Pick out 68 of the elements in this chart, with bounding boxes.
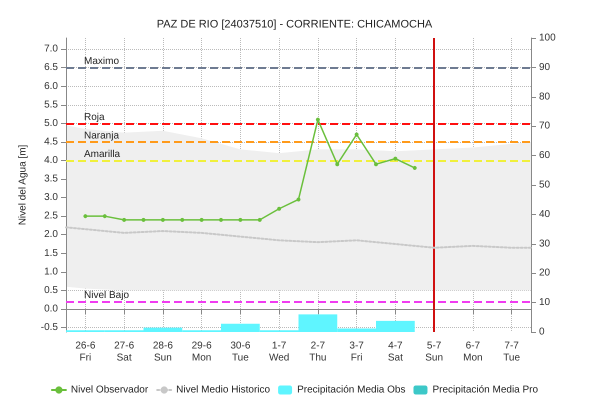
- point: [142, 218, 146, 222]
- chart-title: PAZ DE RIO [24037510] - CORRIENTE: CHICAMOCHA: [156, 18, 433, 30]
- x-tick-label: 1-7 Wed: [268, 340, 290, 364]
- y-tick-label: 3.5: [44, 174, 58, 185]
- y-tick-label: 0.0: [44, 303, 58, 314]
- point: [316, 118, 320, 122]
- point: [83, 214, 88, 218]
- y-tick-label: 5.5: [44, 99, 58, 110]
- y-tick-label: 0.5: [44, 284, 58, 296]
- x-tick-label: 3-7 Fri: [349, 340, 364, 364]
- y2-tick-label: 40: [539, 208, 551, 220]
- x-tick-label: 29-6 Mon: [192, 340, 212, 364]
- y-tick-label: 5.0: [44, 118, 58, 129]
- y-tick-label: 2.5: [44, 210, 58, 222]
- y2-tick-label: 30: [539, 238, 551, 250]
- point: [200, 218, 204, 222]
- point: [122, 218, 126, 222]
- y-tick-label: 6.0: [44, 80, 58, 92]
- y2-tick-label: 80: [539, 91, 551, 102]
- x-tick-label: 26-6 Fri: [75, 340, 96, 364]
- y-tick-label: 4.0: [44, 155, 58, 166]
- ref-line-label: Nivel Bajo: [84, 290, 130, 302]
- point: [258, 218, 262, 222]
- x-tick-label: 5-7 Sun: [425, 340, 444, 364]
- point: [335, 162, 340, 166]
- ref-line-label: Amarilla: [84, 149, 121, 160]
- legend-label: Precipitación Media Pro: [432, 384, 539, 396]
- x-tick-label: 27-6 Sat: [114, 340, 135, 364]
- point: [374, 162, 378, 166]
- y2-tick-label: 70: [539, 120, 551, 132]
- x-tick-label: 2-7 Thu: [309, 340, 326, 364]
- y2-tick-label: 10: [539, 297, 551, 308]
- y-tick-label: 7.0: [44, 44, 58, 55]
- y-tick-label: 2.0: [44, 229, 58, 240]
- y2-tick-label: 60: [539, 150, 551, 162]
- point: [296, 197, 300, 202]
- point: [219, 218, 223, 222]
- legend-label: Nivel Medio Historico: [176, 384, 271, 396]
- x-tick-label: 28-6 Sun: [152, 340, 174, 364]
- point: [160, 218, 165, 222]
- y2-tick-label: 0: [539, 326, 545, 338]
- y-tick-label: 3.0: [44, 192, 58, 204]
- point: [180, 218, 184, 222]
- y-axis-title: Nivel del Agua [m]: [18, 144, 28, 226]
- point: [102, 214, 107, 218]
- x-tick-label: 7-7 Tue: [503, 340, 520, 364]
- y2-tick-label: 90: [539, 62, 551, 73]
- y-tick-label: 1.5: [44, 248, 58, 259]
- point: [393, 156, 398, 161]
- y-tick-label: 1.0: [44, 266, 58, 278]
- y2-tick-label: 50: [539, 180, 551, 190]
- x-tick-label: 4-7 Sat: [388, 340, 404, 364]
- y2-tick-label: 100: [539, 32, 556, 44]
- legend-label: Precipitación Media Obs: [297, 384, 406, 396]
- y-tick-label: 4.5: [44, 136, 58, 148]
- ref-line-label: Naranja: [84, 130, 120, 142]
- ref-line-label: Roja: [84, 112, 106, 123]
- point: [412, 166, 417, 170]
- point: [277, 206, 282, 211]
- point: [354, 132, 359, 137]
- ref-line-label: Maximo: [84, 56, 120, 68]
- x-tick-label: 30-6 Tue: [230, 340, 251, 364]
- y2-tick-label: 20: [539, 268, 551, 279]
- point: [238, 218, 242, 222]
- y-tick-label: -0.5: [40, 322, 58, 334]
- y-tick-label: 6.5: [44, 62, 58, 74]
- legend-label: Nivel Observador: [70, 384, 149, 396]
- x-tick-label: 6-7 Mon: [463, 340, 483, 364]
